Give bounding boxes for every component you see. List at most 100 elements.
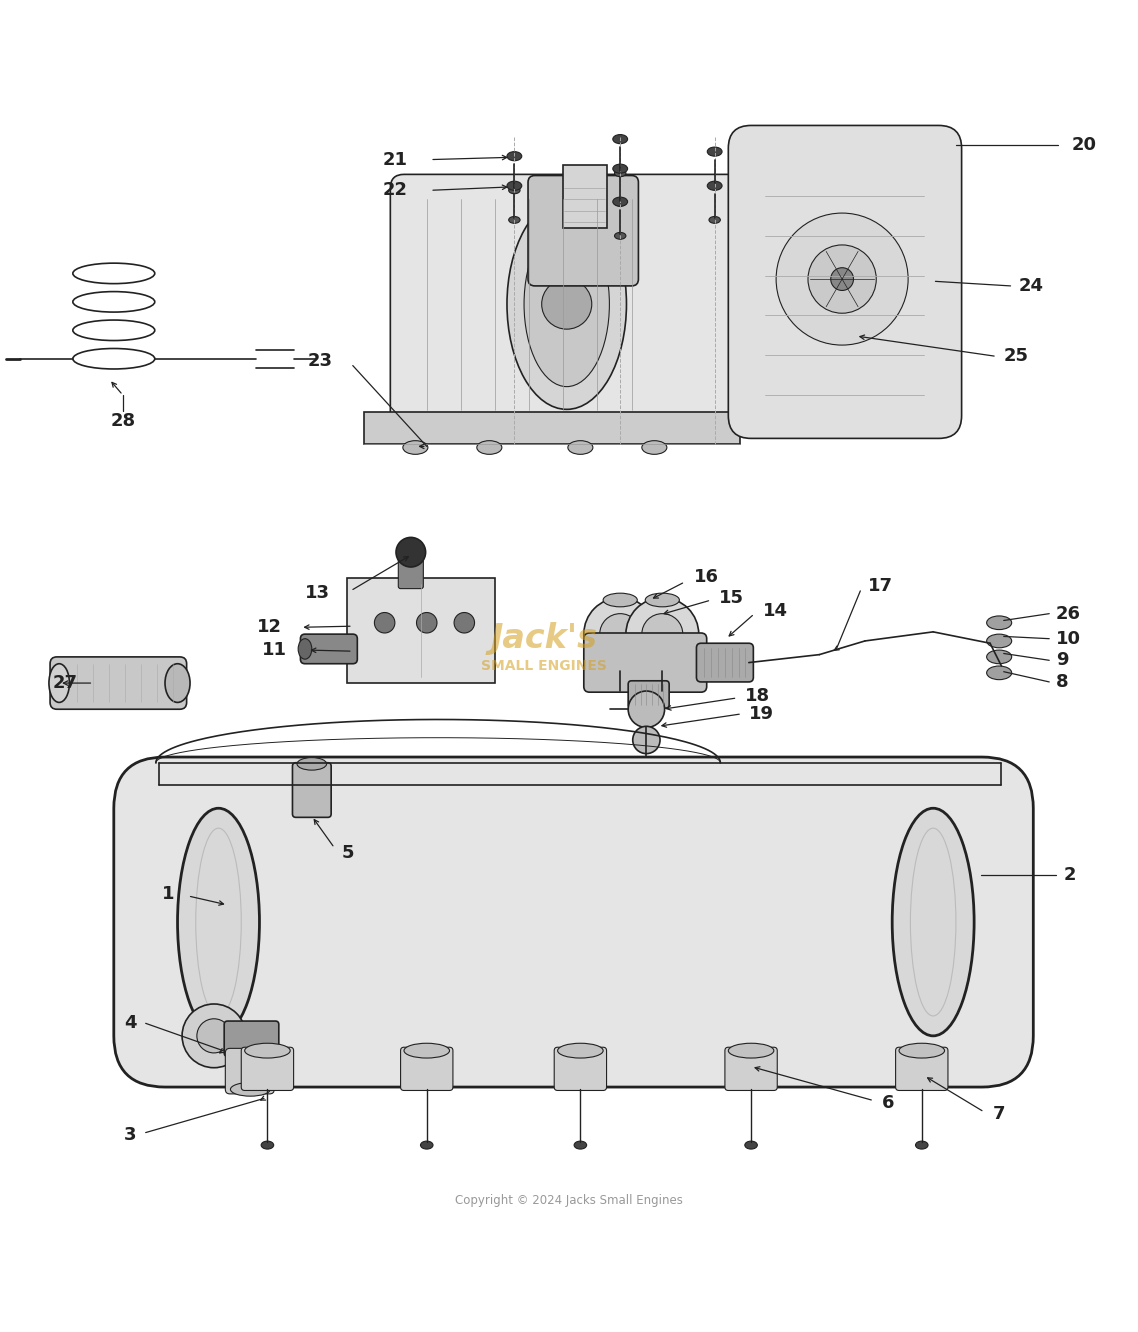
Ellipse shape: [261, 1142, 274, 1150]
FancyBboxPatch shape: [696, 643, 753, 682]
Text: 11: 11: [262, 641, 287, 659]
Ellipse shape: [178, 809, 259, 1036]
Ellipse shape: [508, 198, 626, 409]
FancyBboxPatch shape: [114, 757, 1033, 1087]
FancyBboxPatch shape: [224, 1022, 279, 1056]
Circle shape: [626, 598, 699, 670]
Ellipse shape: [506, 152, 521, 161]
Circle shape: [396, 537, 426, 567]
Circle shape: [642, 614, 683, 654]
Ellipse shape: [615, 232, 626, 240]
Ellipse shape: [728, 1043, 774, 1058]
Circle shape: [454, 613, 475, 633]
Ellipse shape: [420, 1142, 432, 1150]
FancyBboxPatch shape: [896, 1047, 948, 1091]
FancyBboxPatch shape: [728, 125, 962, 438]
Ellipse shape: [612, 164, 628, 173]
Text: 15: 15: [719, 589, 744, 606]
Circle shape: [417, 613, 437, 633]
FancyBboxPatch shape: [725, 1047, 777, 1091]
Text: 8: 8: [1056, 673, 1069, 691]
Text: 2: 2: [1064, 866, 1077, 884]
Text: 13: 13: [305, 585, 330, 602]
FancyBboxPatch shape: [401, 1047, 453, 1091]
FancyBboxPatch shape: [398, 555, 423, 589]
Ellipse shape: [709, 182, 720, 189]
Text: Copyright © 2024 Jacks Small Engines: Copyright © 2024 Jacks Small Engines: [455, 1195, 683, 1207]
Ellipse shape: [892, 809, 974, 1036]
Ellipse shape: [645, 593, 679, 607]
Ellipse shape: [612, 135, 628, 144]
Ellipse shape: [509, 186, 520, 193]
Ellipse shape: [509, 217, 520, 224]
Ellipse shape: [642, 441, 667, 454]
Ellipse shape: [987, 650, 1012, 663]
Ellipse shape: [298, 638, 312, 659]
Text: SMALL ENGINES: SMALL ENGINES: [481, 659, 607, 673]
Text: 9: 9: [1056, 651, 1069, 669]
Text: 14: 14: [762, 602, 787, 621]
FancyBboxPatch shape: [50, 657, 187, 709]
Ellipse shape: [707, 181, 721, 190]
Ellipse shape: [568, 441, 593, 454]
Ellipse shape: [987, 666, 1012, 679]
FancyBboxPatch shape: [628, 681, 669, 709]
Text: 26: 26: [1056, 605, 1081, 622]
Ellipse shape: [615, 170, 626, 177]
Ellipse shape: [612, 197, 628, 206]
Ellipse shape: [987, 634, 1012, 647]
Ellipse shape: [615, 200, 626, 206]
Text: 21: 21: [382, 151, 407, 169]
Circle shape: [633, 726, 660, 754]
Text: Jack's: Jack's: [490, 622, 597, 655]
Circle shape: [584, 598, 657, 670]
Circle shape: [197, 1019, 231, 1052]
Ellipse shape: [987, 615, 1012, 630]
Ellipse shape: [165, 663, 190, 702]
FancyBboxPatch shape: [390, 174, 742, 436]
Ellipse shape: [707, 147, 721, 156]
Text: 4: 4: [124, 1015, 137, 1032]
Text: 1: 1: [162, 884, 174, 903]
Text: 23: 23: [307, 352, 332, 370]
Text: 18: 18: [745, 686, 770, 705]
FancyBboxPatch shape: [225, 1048, 274, 1094]
Ellipse shape: [915, 1142, 929, 1150]
Text: 19: 19: [749, 705, 774, 723]
Text: 17: 17: [868, 577, 893, 595]
FancyBboxPatch shape: [347, 578, 495, 683]
Ellipse shape: [574, 1142, 587, 1150]
Text: 22: 22: [382, 181, 407, 200]
Text: 25: 25: [1004, 348, 1029, 365]
Circle shape: [374, 613, 395, 633]
Ellipse shape: [49, 663, 69, 702]
Circle shape: [808, 245, 876, 313]
Ellipse shape: [245, 1043, 290, 1058]
Text: 12: 12: [257, 618, 282, 637]
Ellipse shape: [558, 1043, 603, 1058]
Ellipse shape: [297, 758, 327, 770]
FancyBboxPatch shape: [241, 1047, 294, 1091]
FancyBboxPatch shape: [364, 412, 740, 444]
Text: 20: 20: [1072, 136, 1097, 153]
Circle shape: [600, 614, 641, 654]
Text: 7: 7: [992, 1106, 1005, 1123]
Text: 24: 24: [1019, 277, 1044, 294]
Circle shape: [831, 268, 854, 290]
FancyBboxPatch shape: [528, 176, 638, 286]
Ellipse shape: [603, 593, 637, 607]
FancyBboxPatch shape: [292, 763, 331, 818]
Text: 28: 28: [110, 413, 135, 430]
FancyBboxPatch shape: [300, 634, 357, 663]
Text: 3: 3: [124, 1126, 137, 1144]
Ellipse shape: [506, 181, 521, 190]
Ellipse shape: [709, 217, 720, 224]
Text: 27: 27: [52, 674, 77, 693]
FancyBboxPatch shape: [563, 165, 607, 228]
FancyBboxPatch shape: [584, 633, 707, 693]
Text: 10: 10: [1056, 630, 1081, 647]
Ellipse shape: [403, 441, 428, 454]
Ellipse shape: [744, 1142, 758, 1150]
Ellipse shape: [899, 1043, 945, 1058]
Ellipse shape: [477, 441, 502, 454]
